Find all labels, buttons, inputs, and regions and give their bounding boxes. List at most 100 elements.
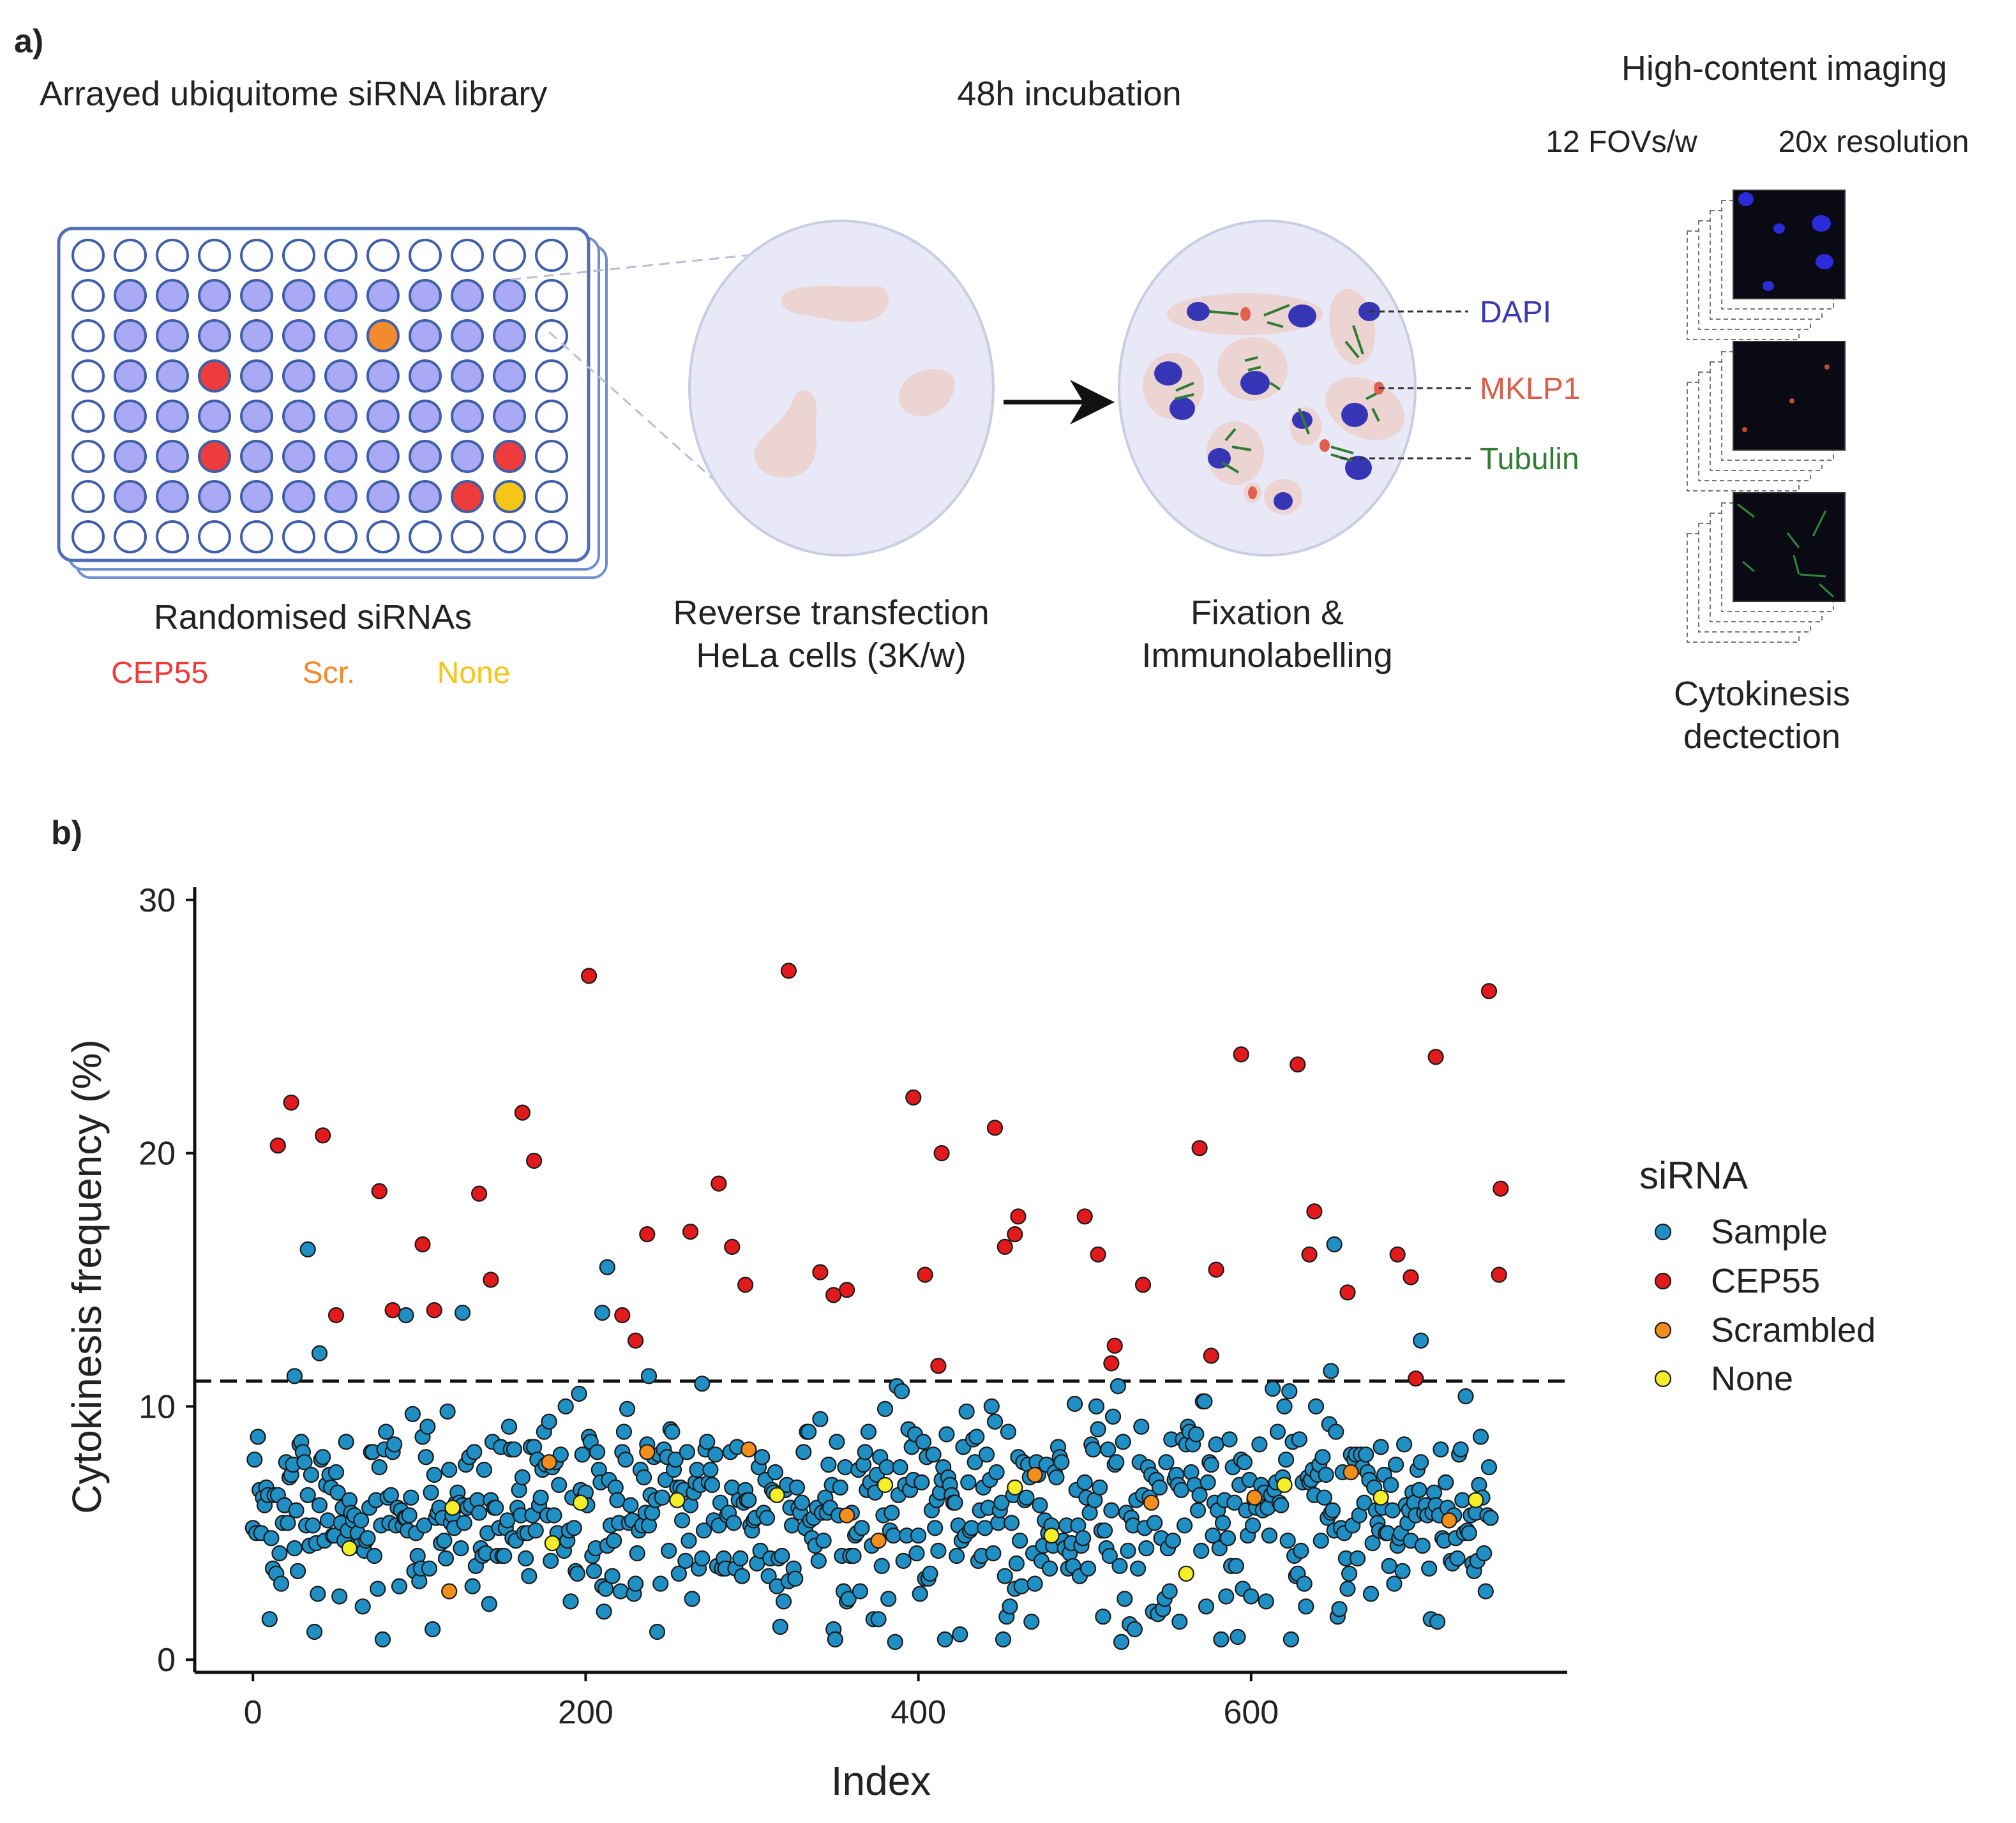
plate-well	[409, 520, 442, 553]
point-sample	[404, 1406, 421, 1422]
point-sample	[884, 1504, 900, 1521]
point-sample	[1358, 1446, 1374, 1463]
point-sample	[978, 1446, 995, 1463]
point-sample	[1386, 1575, 1403, 1592]
plate-well	[409, 239, 442, 272]
transfection-label-2: HeLa cells (3K/w)	[696, 636, 966, 675]
fov-image	[1733, 341, 1846, 451]
point-sample	[1193, 1542, 1210, 1559]
plate-well	[71, 480, 105, 513]
point-sample	[670, 1565, 688, 1582]
point-sample	[453, 1540, 469, 1557]
point-sample	[640, 1368, 658, 1384]
point-sample	[922, 1565, 938, 1582]
point-sample	[1018, 1489, 1035, 1506]
point-sample	[1413, 1454, 1429, 1471]
point-sample	[1414, 1538, 1431, 1554]
point-sample	[1103, 1502, 1120, 1519]
point-sample	[1189, 1502, 1207, 1519]
point-sample	[1032, 1497, 1048, 1513]
plate-well	[114, 279, 147, 312]
point-sample	[1198, 1598, 1215, 1615]
point-sample	[1388, 1457, 1404, 1473]
fovs-label: 12 FOVs/w	[1546, 125, 1697, 159]
point-sample	[652, 1575, 669, 1592]
plate-well	[451, 319, 484, 352]
point-sample	[622, 1497, 639, 1513]
point-sample	[667, 1452, 684, 1468]
point-sample	[1298, 1598, 1314, 1615]
plate-well	[114, 480, 147, 513]
point-sample	[810, 1552, 827, 1569]
y-ticks: 0 10 20 30	[139, 882, 195, 1679]
plate-well	[71, 520, 105, 553]
point-sample	[967, 1454, 983, 1471]
point-sample	[689, 1462, 705, 1478]
point-sample	[893, 1383, 910, 1400]
point-cep55	[812, 1264, 829, 1280]
point-sample	[1203, 1457, 1219, 1473]
point-sample	[627, 1575, 644, 1592]
point-sample	[1219, 1530, 1237, 1547]
point-sample	[1226, 1494, 1243, 1511]
point-cep55	[997, 1238, 1013, 1256]
fixation-label-2: Immunolabelling	[1141, 636, 1392, 675]
point-sample	[571, 1385, 587, 1402]
point-sample	[880, 1591, 897, 1607]
plate-well	[324, 279, 357, 312]
plate-well	[240, 400, 273, 433]
point-cep55	[414, 1236, 431, 1253]
point-sample	[1384, 1502, 1401, 1519]
point-cep55	[1233, 1046, 1249, 1063]
well-plate	[57, 227, 591, 562]
point-sample	[1161, 1583, 1178, 1600]
plate-well	[493, 520, 526, 553]
x-ticks: 0 200 400 600	[244, 1672, 1279, 1731]
plate-well	[240, 359, 273, 393]
point-sample	[594, 1305, 611, 1321]
plate-well	[493, 400, 526, 433]
point-sample	[338, 1434, 354, 1450]
cytokinesis-label-2: dectection	[1683, 717, 1840, 756]
point-cep55	[1427, 1049, 1444, 1065]
point-sample	[915, 1434, 932, 1450]
point-sample	[986, 1413, 1004, 1430]
point-none	[1007, 1479, 1023, 1496]
point-sample	[1074, 1530, 1092, 1547]
point-sample	[1002, 1598, 1018, 1615]
point-sample	[1158, 1454, 1175, 1471]
point-sample	[925, 1446, 942, 1463]
point-sample	[1214, 1515, 1231, 1531]
point-sample	[546, 1507, 562, 1524]
point-cep55	[1106, 1337, 1123, 1354]
plate-well	[156, 400, 189, 433]
point-cep55	[1203, 1347, 1219, 1364]
point-sample	[837, 1459, 854, 1476]
point-cep55	[917, 1266, 933, 1283]
point-sample	[1461, 1525, 1477, 1542]
point-sample	[1096, 1522, 1113, 1539]
point-sample	[952, 1626, 968, 1643]
point-sample	[311, 1497, 328, 1513]
point-sample	[1279, 1533, 1296, 1549]
point-sample	[1221, 1431, 1238, 1448]
point-sample	[960, 1474, 977, 1490]
point-sample	[1085, 1441, 1101, 1458]
point-sample	[1008, 1555, 1025, 1572]
point-sample	[1251, 1436, 1268, 1453]
plate-well	[535, 400, 568, 433]
point-sample	[1341, 1565, 1358, 1582]
point-sample	[419, 1418, 436, 1435]
point-sample	[1208, 1436, 1224, 1453]
point-cep55	[514, 1104, 531, 1121]
point-scrambled	[1027, 1466, 1043, 1483]
point-sample	[398, 1307, 414, 1324]
point-sample	[787, 1570, 804, 1587]
plate-well	[156, 239, 189, 272]
point-sample	[852, 1583, 869, 1600]
plate-well	[156, 520, 189, 553]
point-sample	[876, 1400, 894, 1417]
plate-well	[493, 239, 526, 272]
point-sample	[521, 1568, 538, 1584]
plate-well	[324, 359, 357, 393]
